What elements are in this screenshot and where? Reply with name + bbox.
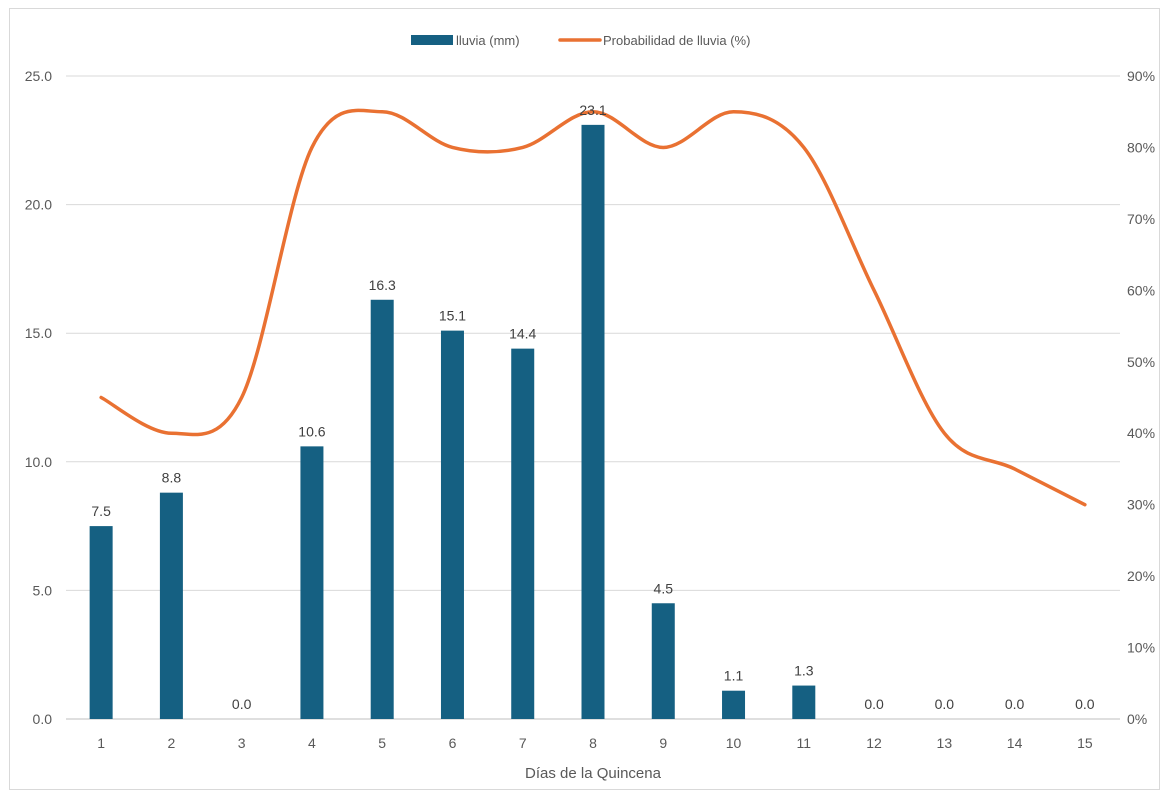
x-tick-label: 5 [378,735,386,751]
y2-tick-label: 50% [1127,354,1155,370]
x-tick-label: 13 [937,735,953,751]
y-tick-label: 20.0 [25,197,52,213]
bar-series [89,124,816,720]
bar-value-label: 0.0 [232,696,252,712]
x-axis-title: Días de la Quincena [525,765,662,782]
bar [300,446,324,719]
x-tick-label: 7 [519,735,527,751]
x-tick-label: 10 [726,735,742,751]
bar-value-label: 10.6 [298,423,325,439]
legend-label-line: Probabilidad de lluvia (%) [603,33,750,48]
y-tick-label: 0.0 [33,711,53,727]
y2-tick-label: 30% [1127,497,1155,513]
line-series [99,108,1087,507]
y2-tick-label: 60% [1127,282,1155,298]
y-axis-left-ticks: 0.0 5.0 10.0 15.0 20.0 25.0 [25,68,52,727]
bar-value-label: 1.3 [794,663,814,679]
bar-value-label: 8.8 [162,470,182,486]
bar-value-label: 0.0 [1075,696,1095,712]
y2-tick-label: 10% [1127,640,1155,656]
bar-value-label: 0.0 [864,696,884,712]
probability-line [99,108,1087,507]
x-tick-label: 15 [1077,735,1093,751]
bar [89,526,113,719]
x-tick-label: 3 [238,735,246,751]
x-tick-label: 4 [308,735,316,751]
y2-tick-label: 0% [1127,711,1147,727]
x-tick-label: 6 [449,735,457,751]
bar-value-label: 0.0 [935,696,955,712]
legend-swatch-bar [411,35,453,45]
y2-tick-label: 90% [1127,68,1155,84]
y2-tick-label: 80% [1127,139,1155,155]
bar-value-label: 7.5 [91,503,111,519]
y2-tick-label: 20% [1127,568,1155,584]
y2-tick-label: 40% [1127,425,1155,441]
bar [651,603,675,719]
bar [440,330,464,719]
bar-value-label: 16.3 [369,277,396,293]
x-tick-label: 9 [659,735,667,751]
x-tick-label: 2 [168,735,176,751]
y-axis-right-ticks: 0% 10% 20% 30% 40% 50% 60% 70% 80% 90% [1127,68,1155,727]
y-tick-label: 10.0 [25,454,52,470]
bar-value-label: 15.1 [439,308,466,324]
bar-value-label: 0.0 [1005,696,1025,712]
y-tick-label: 15.0 [25,325,52,341]
bar-value-label: 14.4 [509,326,536,342]
x-tick-label: 8 [589,735,597,751]
legend: lluvia (mm) Probabilidad de lluvia (%) [411,33,750,48]
bar [792,685,816,719]
bar-data-labels: 7.5 8.8 0.0 10.6 16.3 15.1 14.4 23.1 4.5 1.1 1.3 0.… [91,102,1094,712]
y-tick-label: 5.0 [33,582,53,598]
bar [159,492,183,719]
bar-value-label: 23.1 [579,102,606,118]
legend-label-bar: lluvia (mm) [456,33,520,48]
x-tick-label: 12 [866,735,882,751]
bar-value-label: 4.5 [654,580,674,596]
y2-tick-label: 70% [1127,211,1155,227]
bar [581,124,605,720]
bar [511,348,535,719]
bar-value-label: 1.1 [724,668,744,684]
bar [722,690,746,719]
x-axis-ticks: 1 2 3 4 5 6 7 8 9 10 11 12 13 14 15 [97,735,1093,751]
x-tick-label: 1 [97,735,105,751]
x-tick-label: 11 [797,735,812,751]
x-tick-label: 14 [1007,735,1023,751]
bar [370,299,394,719]
y-tick-label: 25.0 [25,68,52,84]
